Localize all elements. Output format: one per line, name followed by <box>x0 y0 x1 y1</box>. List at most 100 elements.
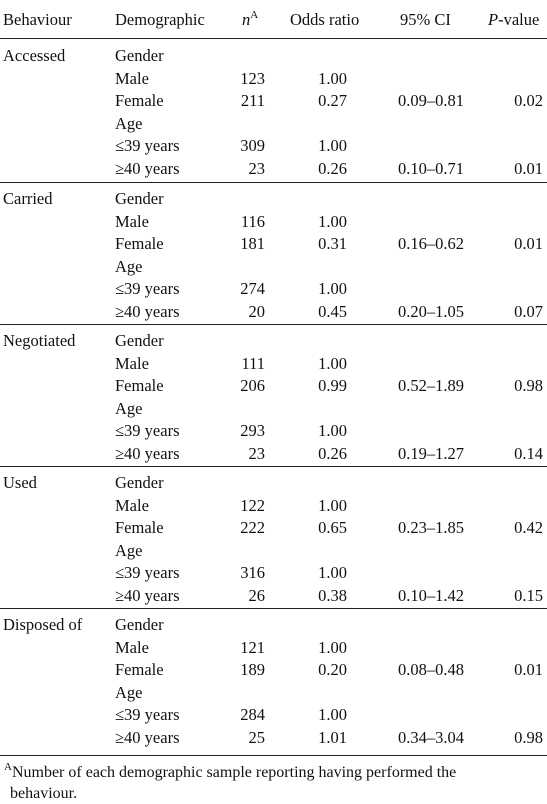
footnote-text-line-2: behaviour. <box>10 785 78 802</box>
demographic-cell: Gender <box>115 331 164 350</box>
table-bottom-rule <box>0 755 547 756</box>
column-header-behaviour: Behaviour <box>3 10 72 29</box>
p-value-cell: 0.42 <box>514 518 543 537</box>
odds-ratio-cell: 0.20 <box>318 660 347 679</box>
ci-cell: 0.10–0.71 <box>398 159 464 178</box>
n-cell: 111 <box>241 354 265 373</box>
demographic-cell: Age <box>115 114 143 133</box>
p-value-cell: 0.98 <box>514 376 543 395</box>
column-header-95-ci: 95% CI <box>400 10 451 29</box>
n-cell: 189 <box>240 660 265 679</box>
odds-ratio-cell: 1.00 <box>318 638 347 657</box>
odds-ratio-cell: 1.00 <box>318 212 347 231</box>
behaviour-label: Accessed <box>3 46 66 65</box>
odds-ratio-cell: 1.00 <box>318 136 347 155</box>
n-cell: 25 <box>248 728 266 747</box>
demographic-cell: Female <box>115 91 164 110</box>
odds-ratio-cell: 1.00 <box>318 354 347 373</box>
demographic-cell: ≤39 years <box>115 563 180 582</box>
p-value-cell: 0.01 <box>514 660 543 679</box>
column-header-p-label: P <box>488 10 499 29</box>
column-header-n: nA <box>242 8 259 30</box>
ci-cell: 0.52–1.89 <box>398 376 464 395</box>
demographic-cell: Male <box>115 638 149 657</box>
demographic-cell: Age <box>115 541 143 560</box>
footnote-marker: A <box>4 760 12 773</box>
column-header-odds-ratio: Odds ratio <box>290 10 360 29</box>
ci-cell: 0.19–1.27 <box>398 444 464 463</box>
n-cell: 122 <box>240 496 265 515</box>
demographic-cell: Gender <box>115 473 164 492</box>
footnote-text-line-1: Number of each demographic sample report… <box>11 764 457 781</box>
n-cell: 23 <box>248 159 266 178</box>
n-cell: 20 <box>248 302 266 321</box>
demographic-cell: Female <box>115 376 164 395</box>
demographic-cell: Female <box>115 234 164 253</box>
odds-ratio-cell: 0.38 <box>318 586 347 605</box>
demographic-cell: Gender <box>115 189 164 208</box>
ci-cell: 0.09–0.81 <box>398 91 464 110</box>
demographic-cell: Gender <box>115 46 164 65</box>
demographic-cell: ≤39 years <box>115 705 180 724</box>
odds-ratio-cell: 0.45 <box>318 302 347 321</box>
demographic-cell: ≥40 years <box>115 159 180 178</box>
p-value-cell: 0.01 <box>514 159 543 178</box>
n-cell: 293 <box>240 421 265 440</box>
odds-ratio-cell: 0.31 <box>318 234 347 253</box>
behaviour-label: Disposed of <box>3 615 83 634</box>
p-value-cell: 0.02 <box>514 91 543 110</box>
demographic-cell: ≤39 years <box>115 279 180 298</box>
n-cell: 26 <box>248 586 266 605</box>
demographic-cell: Age <box>115 683 143 702</box>
n-cell: 316 <box>240 563 265 582</box>
demographic-cell: ≤39 years <box>115 421 180 440</box>
odds-ratio-cell: 0.99 <box>318 376 347 395</box>
odds-ratio-cell: 1.00 <box>318 705 347 724</box>
n-cell: 222 <box>240 518 265 537</box>
p-value-cell: 0.14 <box>514 444 543 463</box>
ci-cell: 0.23–1.85 <box>398 518 464 537</box>
demographic-cell: Male <box>115 354 149 373</box>
n-cell: 274 <box>240 279 265 298</box>
demographic-cell: Age <box>115 399 143 418</box>
n-cell: 181 <box>240 234 265 253</box>
behaviour-group: Carried Gender Male 116 1.00 Female 181 0.31 0.1… <box>0 182 547 325</box>
behaviour-group: Used Gender Male 122 1.00 Female 222 0.65 0.23–1… <box>0 466 547 609</box>
odds-ratio-cell: 1.01 <box>318 728 347 747</box>
n-cell: 309 <box>240 136 265 155</box>
ci-cell: 0.08–0.48 <box>398 660 464 679</box>
n-cell: 123 <box>240 69 265 88</box>
column-header-n-footnote-marker: A <box>250 8 259 21</box>
n-cell: 23 <box>248 444 266 463</box>
n-cell: 284 <box>240 705 265 724</box>
column-header-p-suffix: -value <box>498 10 540 29</box>
odds-ratio-cell: 0.65 <box>318 518 347 537</box>
demographic-cell: ≥40 years <box>115 586 180 605</box>
demographic-cell: ≥40 years <box>115 728 180 747</box>
n-cell: 211 <box>240 91 265 110</box>
demographic-cell: Gender <box>115 615 164 634</box>
ci-cell: 0.20–1.05 <box>398 302 464 321</box>
column-header-n-label: n <box>242 10 251 29</box>
odds-ratio-cell: 1.00 <box>318 69 347 88</box>
odds-ratio-cell: 0.26 <box>318 444 347 463</box>
demographic-cell: Male <box>115 212 149 231</box>
odds-ratio-cell: 1.00 <box>318 279 347 298</box>
ci-cell: 0.16–0.62 <box>398 234 464 253</box>
odds-ratio-cell: 1.00 <box>318 563 347 582</box>
behaviour-group: Accessed Gender Male 123 1.00 Female 211 0.27 0.… <box>0 40 547 182</box>
n-cell: 206 <box>240 376 265 395</box>
demographic-cell: Male <box>115 496 149 515</box>
p-value-cell: 0.98 <box>514 728 543 747</box>
odds-ratio-cell: 0.27 <box>318 91 347 110</box>
odds-ratio-cell: 0.26 <box>318 159 347 178</box>
demographic-cell: ≥40 years <box>115 444 180 463</box>
ci-cell: 0.10–1.42 <box>398 586 464 605</box>
ci-cell: 0.34–3.04 <box>398 728 464 747</box>
demographic-cell: Age <box>115 257 143 276</box>
demographic-cell: Female <box>115 660 164 679</box>
column-header-demographic: Demographic <box>115 10 205 29</box>
p-value-cell: 0.01 <box>514 234 543 253</box>
behaviour-label: Negotiated <box>3 331 76 350</box>
